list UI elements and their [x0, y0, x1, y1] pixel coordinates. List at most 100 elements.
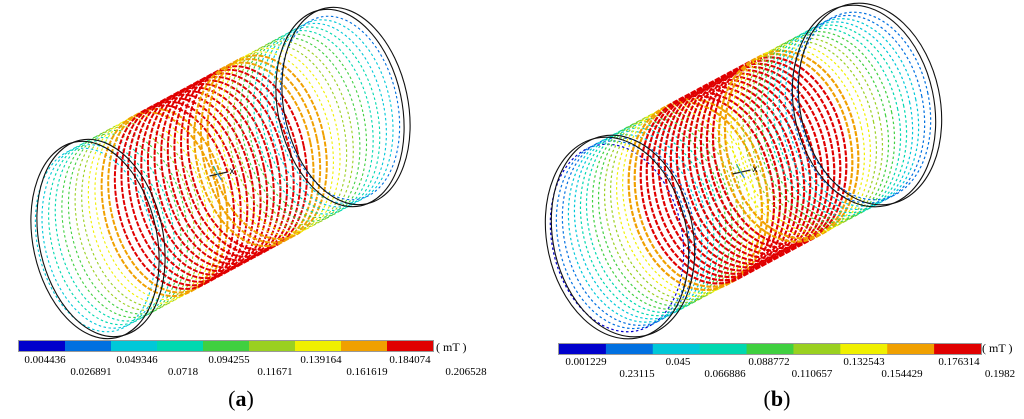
tick-b-8: 0.176314: [938, 356, 980, 368]
caption-a: (a): [228, 386, 254, 412]
tick-a-5: 0.11671: [257, 366, 293, 378]
colorbar-swatch: [295, 341, 342, 351]
colorbar-swatch: [249, 341, 296, 351]
colorbar-b: [558, 343, 982, 355]
colorbar-swatch: [203, 341, 250, 351]
tick-a-9: 0.206528: [445, 366, 487, 378]
field-vector-ring: [259, 26, 381, 212]
field-vector-ring: [730, 47, 865, 236]
field-vector-ring: [266, 22, 387, 208]
axis-z-line: [740, 171, 745, 179]
colorbar-swatch: [111, 341, 158, 351]
colorbar-swatch: [793, 344, 841, 354]
tick-a-6: 0.139164: [300, 354, 342, 366]
field-vector-ring: [220, 47, 341, 233]
field-vector-ring: [61, 133, 182, 319]
tick-a-8: 0.184074: [389, 354, 431, 366]
cylinder-end-near-inner: [36, 138, 166, 338]
field-vector-ring: [133, 93, 255, 280]
axis-x-line: [209, 171, 228, 177]
tick-b-1: 0.23115: [619, 368, 655, 380]
tick-a-3: 0.0718: [167, 366, 199, 378]
field-vector-ring: [233, 40, 354, 226]
field-vector-ring: [253, 29, 374, 215]
field-vector-ring: [146, 86, 269, 273]
field-vector-ring: [736, 43, 872, 233]
colorbar-swatch: [559, 344, 607, 354]
cylinder-end-far-inner: [797, 2, 943, 206]
field-vector-ring: [790, 14, 926, 204]
cylinder-end-far-inner: [281, 6, 411, 206]
caption-letter: b: [770, 386, 784, 411]
field-plot-b: x: [544, 2, 943, 340]
axis-x-label: x: [230, 166, 235, 177]
tick-b-0: 0.001229: [565, 356, 607, 368]
field-vector-ring: [107, 108, 229, 294]
vector-field: [34, 15, 401, 333]
colorbar-swatch: [19, 341, 66, 351]
field-vector-ring: [796, 11, 932, 201]
field-vector-ring: [48, 140, 169, 326]
field-vector-ring: [34, 147, 156, 333]
field-vector-ring: [127, 97, 249, 283]
caption-b: (b): [764, 386, 791, 412]
field-vector-ring: [742, 40, 878, 230]
axis-x-line: [732, 169, 751, 175]
tick-a-1: 0.026891: [70, 366, 112, 378]
field-vector-ring: [760, 30, 896, 220]
caption-open: (: [763, 386, 771, 411]
caption-letter: a: [235, 386, 247, 411]
colorbar-frame: [18, 340, 434, 352]
axis-y-line: [212, 165, 219, 175]
colorbar-swatch: [746, 344, 794, 354]
field-vector-ring: [273, 19, 394, 204]
field-vector-ring: [160, 79, 282, 265]
field-vector-ring: [622, 104, 757, 294]
field-vector-ring: [113, 104, 236, 290]
field-vector-ring: [226, 44, 348, 229]
field-vector-ring: [186, 65, 308, 251]
field-vector-ring: [173, 72, 295, 258]
colorbar-swatch: [65, 341, 112, 351]
colorbar-a: [18, 340, 434, 352]
field-vector-ring: [100, 111, 222, 298]
colorbar-swatch: [934, 344, 982, 354]
field-vector-ring: [748, 37, 884, 227]
colorbar-swatch: [699, 344, 748, 354]
field-vector-ring: [754, 34, 890, 223]
unit-label-a: ( mT ): [436, 340, 467, 354]
field-vector-ring: [180, 68, 302, 255]
panel-a: x ( mT ) 0.004436 0.026891 0.049346 0.07…: [18, 6, 487, 412]
field-vector-ring: [213, 51, 334, 236]
tick-b-2: 0.045: [665, 356, 691, 368]
colorbar-swatch: [652, 344, 701, 354]
colorbar-swatch: [840, 344, 888, 354]
field-plot-a: x: [30, 6, 411, 340]
caption-close: ): [783, 386, 791, 411]
field-vector-ring: [778, 21, 914, 211]
caption-open: (: [228, 386, 236, 411]
field-vector-ring: [240, 37, 361, 222]
field-vector-ring: [140, 90, 262, 276]
tick-b-4: 0.088772: [748, 356, 790, 368]
caption-close: ): [246, 386, 254, 411]
colorbar-swatch: [157, 341, 204, 351]
colorbar-frame: [558, 343, 982, 355]
cylinder-end-near-inner: [550, 134, 696, 338]
field-vector-ring: [153, 83, 275, 269]
field-vector-ring: [246, 33, 368, 219]
colorbar-swatch: [387, 341, 434, 351]
field-vector-ring: [766, 27, 902, 217]
field-vector-ring: [279, 15, 401, 201]
tick-b-7: 0.154429: [881, 368, 923, 380]
tick-a-0: 0.004436: [24, 354, 66, 366]
tick-b-5: 0.110657: [791, 368, 833, 380]
tick-a-7: 0.161619: [346, 366, 388, 378]
vector-field: [549, 11, 932, 333]
field-vector-ring: [772, 24, 908, 214]
tick-b-6: 0.132543: [843, 356, 885, 368]
field-vector-ring: [784, 18, 920, 207]
field-vector-ring: [54, 136, 176, 322]
axis-y-line: [735, 163, 742, 173]
panel-b: x ( mT ) 0.001229 0.23115 0.045 0.066886…: [512, 0, 1024, 419]
